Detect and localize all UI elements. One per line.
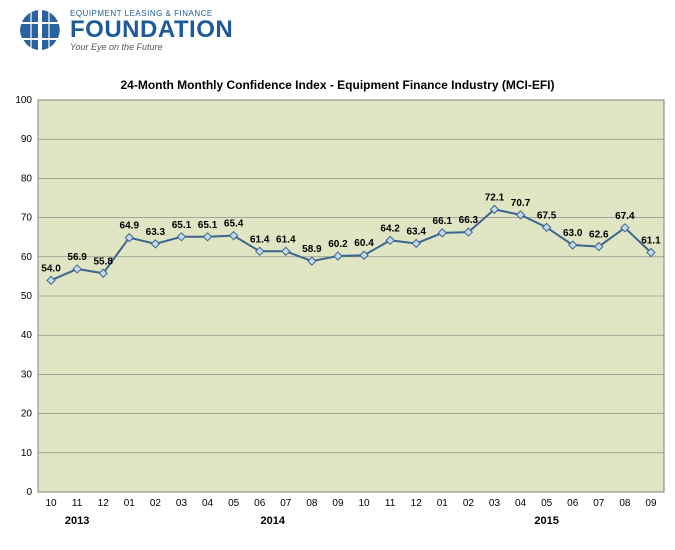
svg-text:02: 02 <box>463 498 475 509</box>
chart-title: 24-Month Monthly Confidence Index - Equi… <box>0 78 675 92</box>
svg-text:2014: 2014 <box>261 515 286 527</box>
svg-text:30: 30 <box>21 369 33 380</box>
svg-text:60.2: 60.2 <box>328 239 348 250</box>
logo-tagline: Your Eye on the Future <box>70 42 233 52</box>
svg-text:01: 01 <box>437 498 449 509</box>
svg-text:12: 12 <box>98 498 110 509</box>
svg-text:2015: 2015 <box>534 515 558 527</box>
svg-text:63.3: 63.3 <box>146 227 166 238</box>
svg-text:70.7: 70.7 <box>511 198 531 209</box>
svg-text:09: 09 <box>332 498 344 509</box>
svg-text:61.4: 61.4 <box>276 234 296 245</box>
svg-text:61.4: 61.4 <box>250 234 270 245</box>
svg-text:0: 0 <box>26 487 32 498</box>
confidence-index-chart: 0102030405060708090100101112010203040506… <box>10 96 670 536</box>
svg-text:10: 10 <box>358 498 370 509</box>
svg-text:66.3: 66.3 <box>459 215 479 226</box>
svg-text:40: 40 <box>21 330 33 341</box>
svg-text:05: 05 <box>228 498 240 509</box>
svg-text:03: 03 <box>489 498 501 509</box>
svg-text:11: 11 <box>72 498 83 509</box>
globe-icon <box>18 8 62 52</box>
svg-text:63.0: 63.0 <box>563 228 583 239</box>
svg-text:05: 05 <box>541 498 553 509</box>
svg-text:64.9: 64.9 <box>120 221 140 232</box>
svg-text:08: 08 <box>619 498 631 509</box>
svg-text:09: 09 <box>645 498 657 509</box>
svg-text:90: 90 <box>21 134 33 145</box>
svg-text:01: 01 <box>124 498 136 509</box>
logo-text: EQUIPMENT LEASING & FINANCE FOUNDATION Y… <box>70 9 233 52</box>
svg-text:67.5: 67.5 <box>537 210 557 221</box>
svg-text:64.2: 64.2 <box>380 223 400 234</box>
svg-text:100: 100 <box>15 96 32 106</box>
svg-text:65.4: 65.4 <box>224 219 244 230</box>
svg-text:10: 10 <box>45 498 57 509</box>
svg-text:72.1: 72.1 <box>485 192 505 203</box>
svg-text:63.4: 63.4 <box>406 226 426 237</box>
svg-text:04: 04 <box>202 498 214 509</box>
svg-text:66.1: 66.1 <box>433 216 453 227</box>
svg-text:80: 80 <box>21 173 33 184</box>
svg-text:67.4: 67.4 <box>615 211 635 222</box>
svg-text:07: 07 <box>280 498 292 509</box>
svg-text:06: 06 <box>254 498 266 509</box>
svg-text:2013: 2013 <box>65 515 89 527</box>
svg-text:10: 10 <box>21 448 33 459</box>
svg-text:20: 20 <box>21 409 33 420</box>
svg-text:58.9: 58.9 <box>302 244 322 255</box>
svg-text:02: 02 <box>150 498 162 509</box>
svg-text:04: 04 <box>515 498 527 509</box>
svg-text:12: 12 <box>411 498 423 509</box>
svg-text:60: 60 <box>21 252 33 263</box>
svg-text:61.1: 61.1 <box>641 235 661 246</box>
svg-text:03: 03 <box>176 498 188 509</box>
svg-text:60.4: 60.4 <box>354 238 374 249</box>
svg-text:07: 07 <box>593 498 605 509</box>
svg-text:70: 70 <box>21 213 33 224</box>
svg-text:50: 50 <box>21 291 33 302</box>
svg-text:65.1: 65.1 <box>198 220 218 231</box>
svg-text:54.0: 54.0 <box>41 263 61 274</box>
svg-text:06: 06 <box>567 498 579 509</box>
svg-text:56.9: 56.9 <box>67 252 87 263</box>
logo-brand-name: FOUNDATION <box>70 18 233 42</box>
svg-text:65.1: 65.1 <box>172 220 192 231</box>
svg-text:55.8: 55.8 <box>93 256 113 267</box>
svg-text:11: 11 <box>385 498 396 509</box>
brand-logo: EQUIPMENT LEASING & FINANCE FOUNDATION Y… <box>18 8 233 52</box>
svg-text:08: 08 <box>306 498 318 509</box>
svg-text:62.6: 62.6 <box>589 230 609 241</box>
